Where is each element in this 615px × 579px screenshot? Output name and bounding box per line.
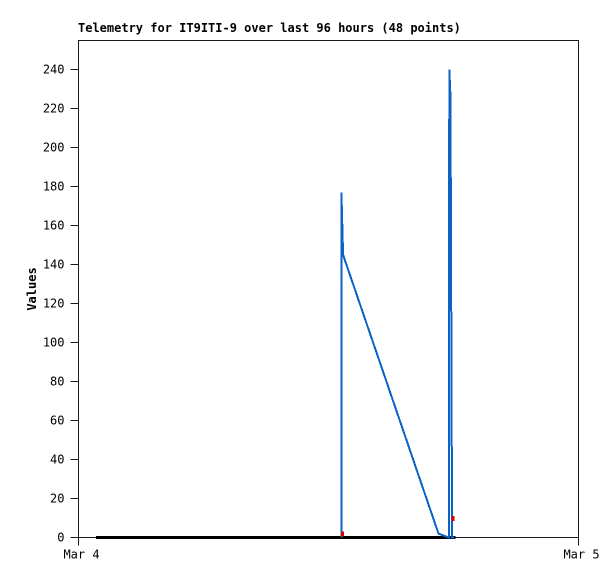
y-tick-label: 180 (43, 180, 65, 194)
y-tick-label: 20 (50, 492, 64, 506)
x-tick-label: Mar 5 (563, 548, 599, 562)
y-tick-label: 40 (50, 453, 64, 467)
y-tick-label: 200 (43, 141, 65, 155)
series-telemetry-values (340, 69, 455, 539)
y-tick-label: 0 (57, 531, 64, 545)
y-tick-label: 80 (50, 375, 64, 389)
y-tick-label: 220 (43, 102, 65, 116)
y-tick-label: 240 (43, 63, 65, 77)
y-tick-label: 140 (43, 258, 65, 272)
y-tick-label: 160 (43, 219, 65, 233)
data-point-markers (340, 531, 344, 537)
x-tick-label: Mar 4 (63, 548, 99, 562)
y-tick-label: 120 (43, 297, 65, 311)
data-point-markers (451, 516, 455, 521)
y-tick-label: 60 (50, 414, 64, 428)
chart-title: Telemetry for IT9ITI-9 over last 96 hour… (78, 21, 461, 35)
plot-border (78, 40, 579, 538)
y-tick-label: 100 (43, 336, 65, 350)
